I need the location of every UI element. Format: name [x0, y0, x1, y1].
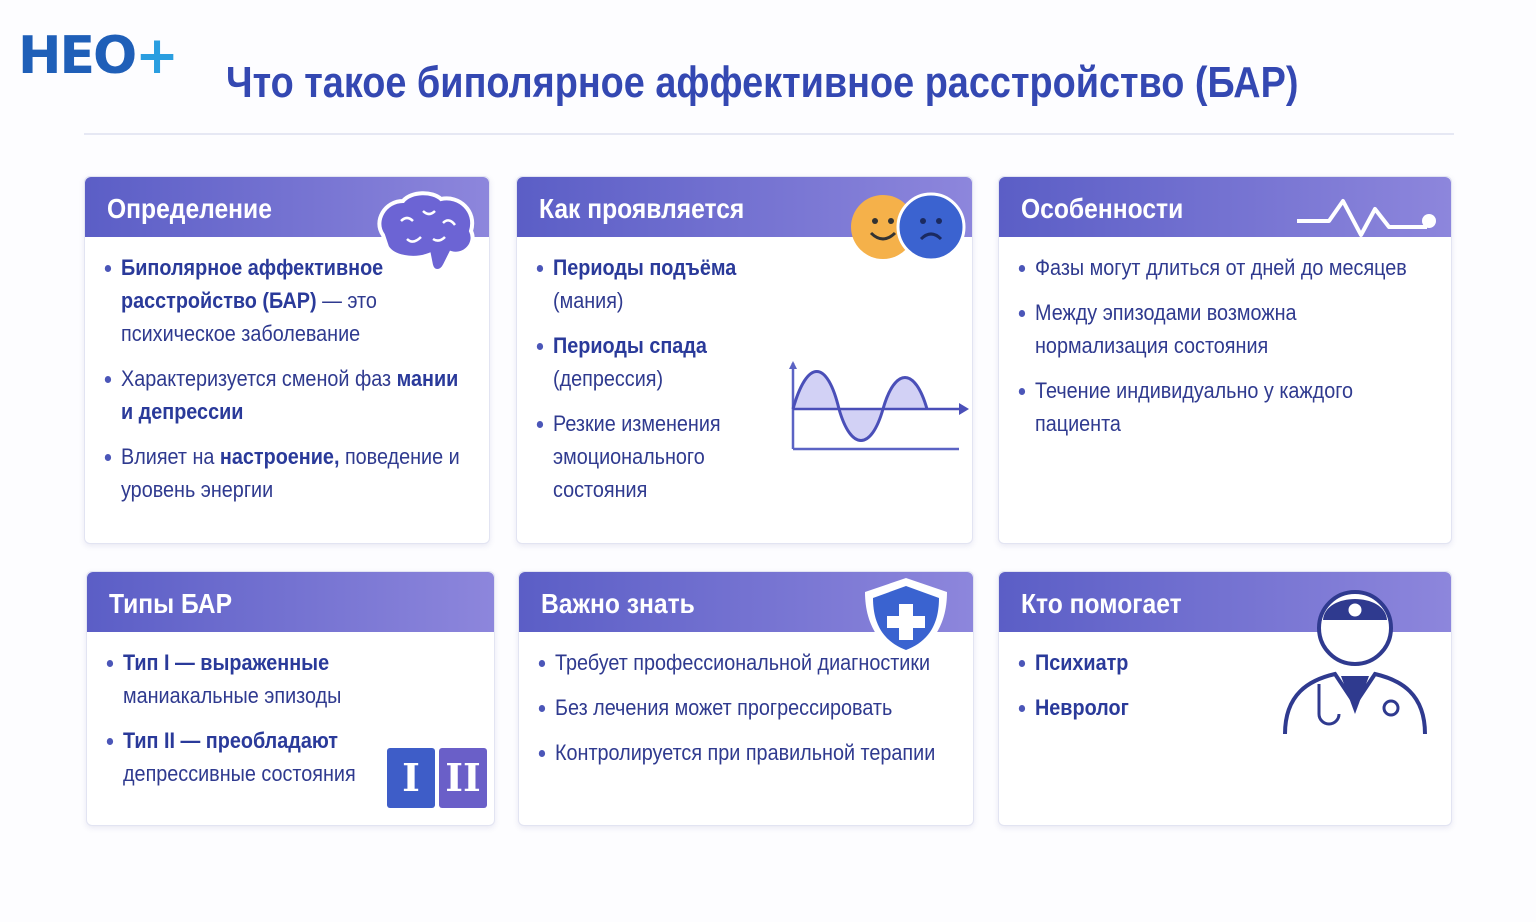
text: маниакальные эпизоды	[123, 683, 342, 708]
list-item: Невролог	[1018, 691, 1427, 724]
card-header: Типы БАР	[87, 572, 494, 632]
divider	[84, 133, 1454, 135]
text: Без лечения может прогрессировать	[555, 695, 893, 720]
card-who-helps: Кто помогает Психиатр Невролог	[998, 571, 1452, 826]
text: — это психическое заболевание	[121, 288, 377, 346]
list-item: Тип I — выраженные маниакальные эпизоды	[106, 646, 381, 712]
bullet-list: Периоды подъёма (мания) Периоды спада (де…	[517, 237, 972, 506]
text: Между эпизодами возможна нормализация со…	[1035, 300, 1297, 358]
list-item: Психиатр	[1018, 646, 1427, 679]
list-item: Требует профессиональной диагностики	[538, 646, 949, 679]
text: поведение и уровень энергии	[121, 444, 460, 502]
text: Фазы могут длиться от дней до месяцев	[1035, 255, 1407, 280]
card-title: Определение	[107, 193, 272, 224]
page-title: Что такое биполярное аффективное расстро…	[226, 58, 1299, 107]
list-item: Влияет на настроение, поведение и уровен…	[104, 440, 475, 506]
text: депрессивные состояния	[123, 761, 356, 786]
shield-plus-icon	[865, 578, 947, 658]
card-important: Важно знать Требует профессиональной диа…	[518, 571, 974, 826]
bold-text: Тип I — выраженные	[123, 650, 330, 675]
card-features: Особенности Фазы могут длиться от дней д…	[998, 176, 1452, 544]
text: Контролируется при правильной терапии	[555, 740, 936, 765]
bold-text: Биполярное аффективное расстройство (БАР…	[121, 255, 384, 313]
list-item: Течение индивидуально у каждого пациента	[1018, 374, 1427, 440]
text: (мания)	[553, 288, 624, 313]
text: Течение индивидуально у каждого пациента	[1035, 378, 1354, 436]
bold-text: Периоды подъёма	[553, 255, 737, 280]
mood-faces-icon	[851, 192, 966, 262]
brain-icon	[377, 191, 475, 273]
logo: НЕО+	[18, 26, 179, 86]
text: (депрессия)	[553, 366, 664, 391]
bullet-list: Требует профессиональной диагностики Без …	[519, 632, 973, 769]
type-badges-icon: I II	[387, 748, 487, 808]
list-item: Характеризуется сменой фаз мании и депре…	[104, 362, 475, 428]
card-title: Как проявляется	[539, 193, 745, 224]
bullet-list: Тип I — выраженные маниакальные эпизоды Т…	[87, 632, 494, 790]
text: Резкие изменения эмоционального состояни…	[553, 411, 721, 502]
list-item: Периоды спада (депрессия)	[536, 329, 770, 395]
card-title: Кто помогает	[1021, 588, 1182, 619]
list-item: Без лечения может прогрессировать	[538, 691, 949, 724]
list-item: Биполярное аффективное расстройство (БАР…	[104, 251, 475, 350]
list-item: Тип II — преобладают депрессивные состоя…	[106, 724, 381, 790]
type-i-badge: I	[387, 748, 435, 808]
bold-text: Тип II — преобладают	[123, 728, 338, 753]
card-title: Важно знать	[541, 588, 695, 619]
list-item: Фазы могут длиться от дней до месяцев	[1018, 251, 1427, 284]
card-header: Особенности	[999, 177, 1451, 237]
bold-text: Периоды спада	[553, 333, 707, 358]
list-item: Между эпизодами возможна нормализация со…	[1018, 296, 1427, 362]
list-item: Резкие изменения эмоционального состояни…	[536, 407, 770, 506]
card-manifestation: Как проявляется Периоды подъёма (мания) П…	[516, 176, 973, 544]
bullet-list: Фазы могут длиться от дней до месяцев Меж…	[999, 237, 1451, 440]
card-definition: Определение Биполярное аффективное расст…	[84, 176, 490, 544]
bold-text: Невролог	[1035, 695, 1129, 720]
logo-plus: +	[135, 26, 179, 86]
bullet-list: Психиатр Невролог	[999, 632, 1451, 724]
card-types: Типы БАР Тип I — выраженные маниакальные…	[86, 571, 495, 826]
doctor-icon	[1283, 590, 1427, 735]
list-item: Периоды подъёма (мания)	[536, 251, 770, 317]
logo-text: НЕО	[18, 26, 137, 86]
text: Влияет на	[121, 444, 220, 469]
bold-text: настроение,	[219, 444, 340, 469]
bold-text: Психиатр	[1035, 650, 1129, 675]
list-item: Контролируется при правильной терапии	[538, 736, 949, 769]
bold-text: мании и депрессии	[121, 366, 459, 424]
mood-wave-chart-icon	[789, 361, 969, 451]
text: Характеризуется сменой фаз	[121, 366, 397, 391]
text: Требует профессиональной диагностики	[555, 650, 931, 675]
bullet-list: Биполярное аффективное расстройство (БАР…	[85, 237, 489, 506]
card-title: Типы БАР	[109, 588, 233, 619]
type-ii-badge: II	[439, 748, 487, 808]
card-title: Особенности	[1021, 193, 1184, 224]
pulse-icon	[1297, 199, 1436, 237]
